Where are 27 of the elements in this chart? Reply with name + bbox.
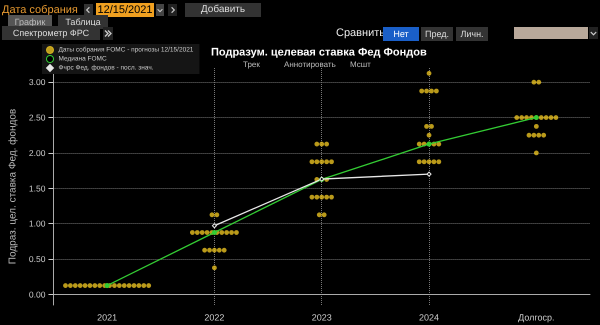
text: График bbox=[8, 15, 52, 29]
y-tick-label: 0.00 bbox=[28, 289, 46, 300]
annotation: Трек bbox=[243, 59, 260, 71]
text: Нет bbox=[393, 29, 409, 39]
text: Пред. bbox=[421, 27, 453, 41]
y-tick-label: 3.00 bbox=[28, 77, 46, 88]
y-tick-label: 1.50 bbox=[28, 183, 46, 194]
text: Добавить bbox=[185, 3, 261, 17]
text: Дата собрания bbox=[2, 3, 78, 17]
text: Таблица bbox=[58, 15, 108, 29]
chart-title: Подразум. целевая ставка Фед Фондов bbox=[211, 46, 427, 58]
text: Сравнить bbox=[336, 26, 386, 40]
annotation: Аннотировать bbox=[284, 59, 336, 71]
x-tick-label: 2023 bbox=[312, 312, 332, 322]
x-tick-label: 2024 bbox=[419, 312, 440, 322]
y-tick-label: 0.50 bbox=[28, 254, 46, 264]
text: Спектрометр ФРС bbox=[2, 26, 100, 40]
text: Личн. bbox=[456, 27, 488, 41]
y-tick-label: 2.00 bbox=[28, 148, 46, 158]
y-axis-title: Подраз. цел. ставка Фед. фондов bbox=[8, 108, 18, 264]
text: 12/15/2021 bbox=[96, 3, 154, 17]
x-tick-label: 2021 bbox=[97, 312, 118, 322]
annotation: Мсшт bbox=[350, 59, 371, 71]
x-tick-label: 2022 bbox=[204, 312, 224, 322]
y-tick-label: 2.50 bbox=[28, 112, 46, 123]
y-tick-label: 1.00 bbox=[28, 218, 46, 229]
x-tick-label: Долгоср. bbox=[518, 312, 555, 322]
